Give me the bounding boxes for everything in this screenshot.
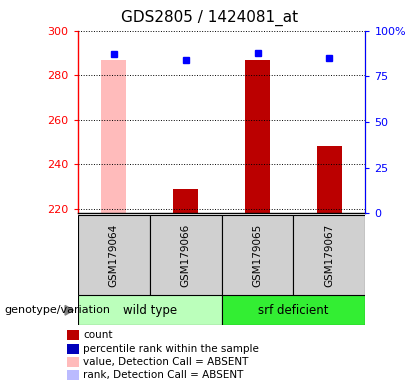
FancyBboxPatch shape	[294, 215, 365, 295]
Text: count: count	[83, 330, 113, 340]
Text: percentile rank within the sample: percentile rank within the sample	[83, 344, 259, 354]
Text: value, Detection Call = ABSENT: value, Detection Call = ABSENT	[83, 357, 249, 367]
Bar	[245, 60, 270, 213]
Bar	[317, 146, 342, 213]
Bar	[101, 60, 126, 213]
Text: GSM179064: GSM179064	[109, 223, 119, 286]
Text: GDS2805 / 1424081_at: GDS2805 / 1424081_at	[121, 10, 299, 26]
Text: GSM179067: GSM179067	[324, 223, 334, 286]
Polygon shape	[65, 305, 73, 315]
Text: GSM179066: GSM179066	[181, 223, 191, 286]
FancyBboxPatch shape	[222, 295, 365, 325]
FancyBboxPatch shape	[78, 215, 150, 295]
FancyBboxPatch shape	[78, 295, 222, 325]
Text: genotype/variation: genotype/variation	[4, 305, 110, 315]
Text: srf deficient: srf deficient	[258, 304, 329, 317]
Text: wild type: wild type	[123, 304, 177, 317]
FancyBboxPatch shape	[150, 215, 222, 295]
Text: rank, Detection Call = ABSENT: rank, Detection Call = ABSENT	[83, 370, 244, 380]
FancyBboxPatch shape	[222, 215, 294, 295]
Text: GSM179065: GSM179065	[252, 223, 262, 286]
Bar	[173, 189, 198, 213]
